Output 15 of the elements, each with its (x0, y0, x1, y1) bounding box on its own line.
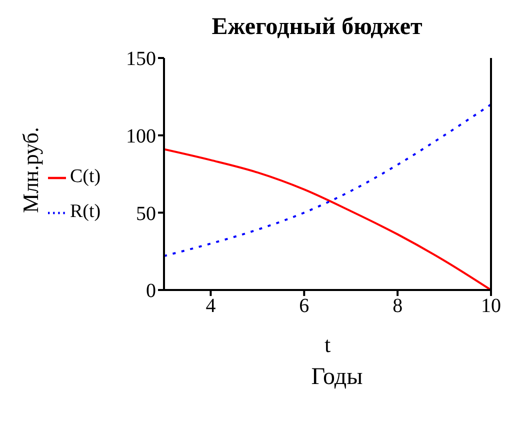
x-axis-title: t (324, 332, 331, 357)
x-tick-label: 10 (481, 295, 501, 318)
x-tick-label: 8 (392, 295, 403, 318)
text: Годы (310, 364, 364, 391)
y-tick-label: 100 (126, 125, 156, 148)
y-tick-label: 0 (146, 280, 156, 302)
y-tick-label: 50 (136, 202, 156, 225)
y-tick-label: 150 (126, 48, 156, 70)
y-axis-title: Млн.руб. (18, 127, 44, 213)
x-tick-label: 6 (299, 295, 310, 318)
chart-title: Ежегодный бюджет (210, 13, 424, 42)
legend-label: C(t) (70, 166, 101, 187)
line-series (164, 103, 491, 257)
legend-label: R(t) (70, 201, 101, 222)
x-tick-label: 4 (206, 295, 216, 318)
